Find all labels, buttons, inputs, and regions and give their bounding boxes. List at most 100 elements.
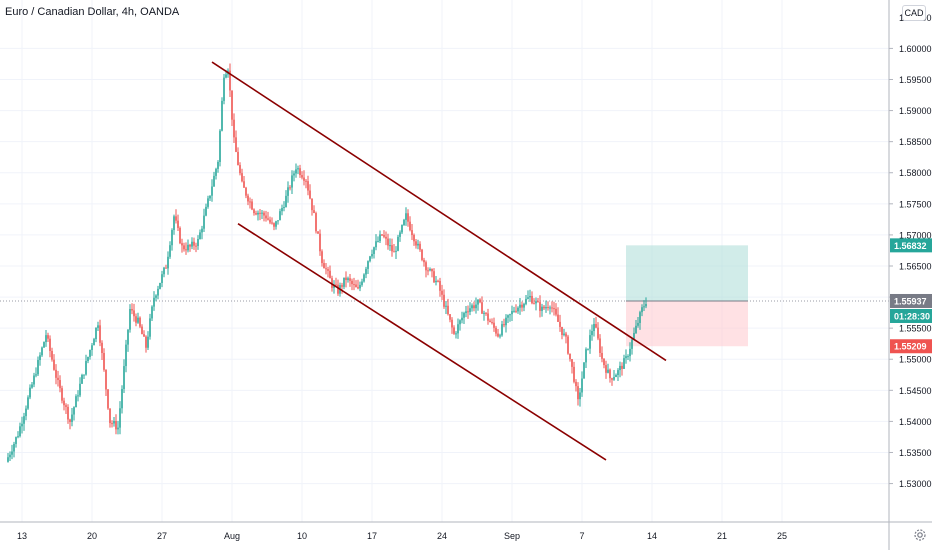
- candle-body: [101, 342, 103, 354]
- candle-body: [577, 386, 579, 400]
- candle-body: [461, 317, 463, 321]
- candle-body: [589, 335, 591, 349]
- candle-body: [489, 320, 491, 323]
- candle-body: [427, 270, 429, 272]
- price-label-target-bg: [890, 238, 932, 253]
- candle-body: [357, 287, 359, 289]
- candle-body: [445, 305, 447, 307]
- candle-body: [201, 228, 203, 233]
- candle-body: [379, 234, 381, 242]
- time-tick-label: 20: [87, 531, 97, 541]
- time-tick-label: Sep: [504, 531, 520, 541]
- candle-body: [477, 299, 479, 305]
- candle-body: [141, 326, 143, 335]
- candle-body: [563, 333, 565, 335]
- candle-body: [455, 333, 457, 335]
- channel-lines[interactable]: [211, 61, 667, 461]
- candle-body: [529, 295, 531, 298]
- candle-body: [459, 320, 461, 325]
- candle-body: [469, 308, 471, 312]
- candle-body: [587, 348, 589, 350]
- candle-body: [615, 375, 617, 378]
- candle-body: [183, 245, 185, 250]
- candle-body: [633, 332, 635, 340]
- candle-body: [453, 327, 455, 334]
- candle-body: [359, 284, 361, 289]
- candle-body: [241, 173, 243, 182]
- channel-line-upper[interactable]: [211, 61, 667, 362]
- candle-body: [261, 212, 263, 214]
- candle-body: [371, 253, 373, 257]
- candle-body: [397, 236, 399, 251]
- candle-body: [465, 311, 467, 314]
- candle-body: [273, 223, 275, 227]
- price-tick-label: 1.57500: [899, 199, 932, 209]
- candle-body: [251, 201, 253, 210]
- candle-body: [343, 277, 345, 287]
- time-tick-label: 13: [17, 531, 27, 541]
- candle-body: [549, 307, 551, 309]
- candle-body: [527, 297, 529, 299]
- candle-body: [185, 249, 187, 251]
- candle-body: [187, 244, 189, 251]
- candle-body: [565, 333, 567, 337]
- candle-body: [555, 308, 557, 315]
- candle-body: [19, 426, 21, 437]
- candle-body: [139, 317, 141, 327]
- candle-body: [223, 77, 225, 101]
- price-axis[interactable]: 1.60000 1.59500 1.59000 1.58500 1.58000 1.575…: [888, 0, 932, 550]
- candle-body: [559, 321, 561, 327]
- candle-body: [243, 181, 245, 188]
- candle-body: [291, 175, 293, 188]
- candle-body: [353, 284, 355, 286]
- candle-body: [23, 416, 25, 424]
- candle-body: [405, 213, 407, 220]
- candle-body: [285, 195, 287, 207]
- candle-body: [423, 259, 425, 263]
- candle-body: [103, 353, 105, 370]
- candle-body: [115, 420, 117, 430]
- channel-line-lower[interactable]: [237, 223, 607, 461]
- candle-body: [55, 369, 57, 378]
- candle-body: [81, 375, 83, 384]
- candle-body: [393, 251, 395, 253]
- candle-body: [75, 396, 77, 408]
- candle-body: [311, 198, 313, 211]
- candle-body: [175, 216, 177, 221]
- candle-body: [193, 241, 195, 246]
- time-axis[interactable]: 13 20 27 Aug 10 17 24 Sep 7 14 21 25: [0, 521, 932, 541]
- candle-body: [63, 400, 65, 406]
- candle-body: [229, 70, 231, 91]
- candle-body: [61, 388, 63, 401]
- gear-icon[interactable]: [913, 528, 927, 542]
- currency-button[interactable]: CAD: [902, 5, 926, 21]
- price-tick-label: 1.53000: [899, 479, 932, 489]
- candle-body: [373, 247, 375, 254]
- candle-body: [411, 230, 413, 235]
- loss-zone: [626, 300, 748, 347]
- candle-body: [629, 348, 631, 357]
- candle-body: [289, 187, 291, 189]
- candle-body: [49, 338, 51, 351]
- candle-body: [511, 311, 513, 315]
- candle-body: [165, 267, 167, 269]
- candle-body: [47, 335, 49, 339]
- candle-body: [545, 307, 547, 309]
- candle-body: [377, 241, 379, 243]
- chart-title: Euro / Canadian Dollar, 4h, OANDA: [5, 6, 180, 18]
- candle-body: [247, 195, 249, 202]
- candle-body: [571, 359, 573, 367]
- candle-body: [91, 345, 93, 351]
- candle-body: [155, 295, 157, 298]
- candle-body: [45, 335, 47, 343]
- price-tick-label: 1.58000: [899, 168, 932, 178]
- candle-body: [351, 280, 353, 285]
- candle-body: [387, 238, 389, 246]
- candle-body: [623, 358, 625, 369]
- candle-body: [99, 325, 101, 343]
- candle-body: [321, 251, 323, 264]
- time-tick-label: 17: [367, 531, 377, 541]
- candle-body: [637, 322, 639, 326]
- candle-body: [133, 310, 135, 317]
